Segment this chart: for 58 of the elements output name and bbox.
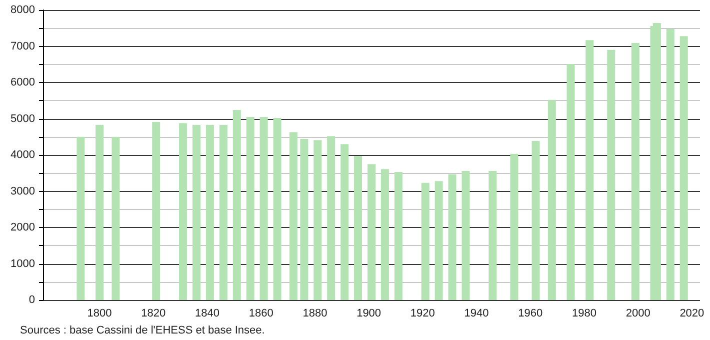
bar: [273, 118, 282, 300]
bar: [192, 124, 200, 300]
bar: [680, 36, 688, 300]
bar: [327, 136, 336, 300]
y-tick-label: 1000: [10, 258, 35, 270]
bar: [488, 170, 497, 300]
bar: [548, 100, 556, 300]
bar: [179, 123, 188, 300]
x-tick-label: 1980: [572, 308, 596, 320]
bar: [289, 132, 298, 300]
bar: [219, 124, 228, 300]
bar: [354, 156, 362, 300]
bar: [448, 174, 456, 300]
y-tick-label: 5000: [10, 112, 35, 125]
bar: [666, 28, 674, 300]
x-tick-label: 1800: [87, 308, 112, 320]
bar: [607, 50, 616, 300]
bar: [652, 23, 661, 300]
bar: [631, 42, 640, 300]
bar: [246, 116, 254, 300]
y-tick-label: 3000: [10, 185, 35, 198]
x-tick-label: 1920: [410, 308, 435, 320]
x-tick-label: 2020: [680, 308, 704, 320]
bar: [76, 136, 85, 300]
y-tick-label: 4000: [10, 149, 35, 161]
y-tick-label: 8000: [10, 4, 35, 16]
y-tick-label: 0: [28, 294, 35, 306]
bar: [421, 182, 430, 300]
bar: [96, 124, 104, 300]
bar: [314, 140, 322, 300]
x-tick-label: 1820: [141, 308, 166, 320]
bar: [152, 122, 160, 300]
x-tick-label: 1880: [302, 308, 328, 320]
bar: [112, 136, 120, 300]
x-tick-label: 1940: [464, 308, 489, 320]
y-tick-label: 7000: [10, 40, 35, 52]
y-tick-label: 2000: [10, 222, 35, 234]
bar: [300, 139, 308, 300]
bar: [566, 64, 575, 300]
bar: [260, 116, 268, 300]
source-note: Sources : base Cassini de l'EHESS et base Insee.: [20, 324, 265, 336]
x-tick-label: 1900: [356, 308, 382, 320]
x-tick-label: 1960: [518, 308, 543, 320]
bar: [206, 124, 214, 300]
bar: [368, 164, 376, 300]
bar: [532, 140, 540, 300]
bar: [586, 40, 594, 300]
bar: [232, 110, 241, 300]
x-tick-label: 2000: [626, 308, 650, 320]
y-tick-label: 6000: [10, 76, 35, 88]
x-tick-label: 1860: [248, 308, 274, 320]
bar: [340, 144, 349, 300]
bar: [510, 154, 518, 300]
bar: [380, 169, 389, 300]
bar: [434, 181, 443, 300]
bar: [394, 172, 402, 300]
x-tick-label: 1840: [195, 308, 220, 320]
bar: [462, 170, 470, 300]
